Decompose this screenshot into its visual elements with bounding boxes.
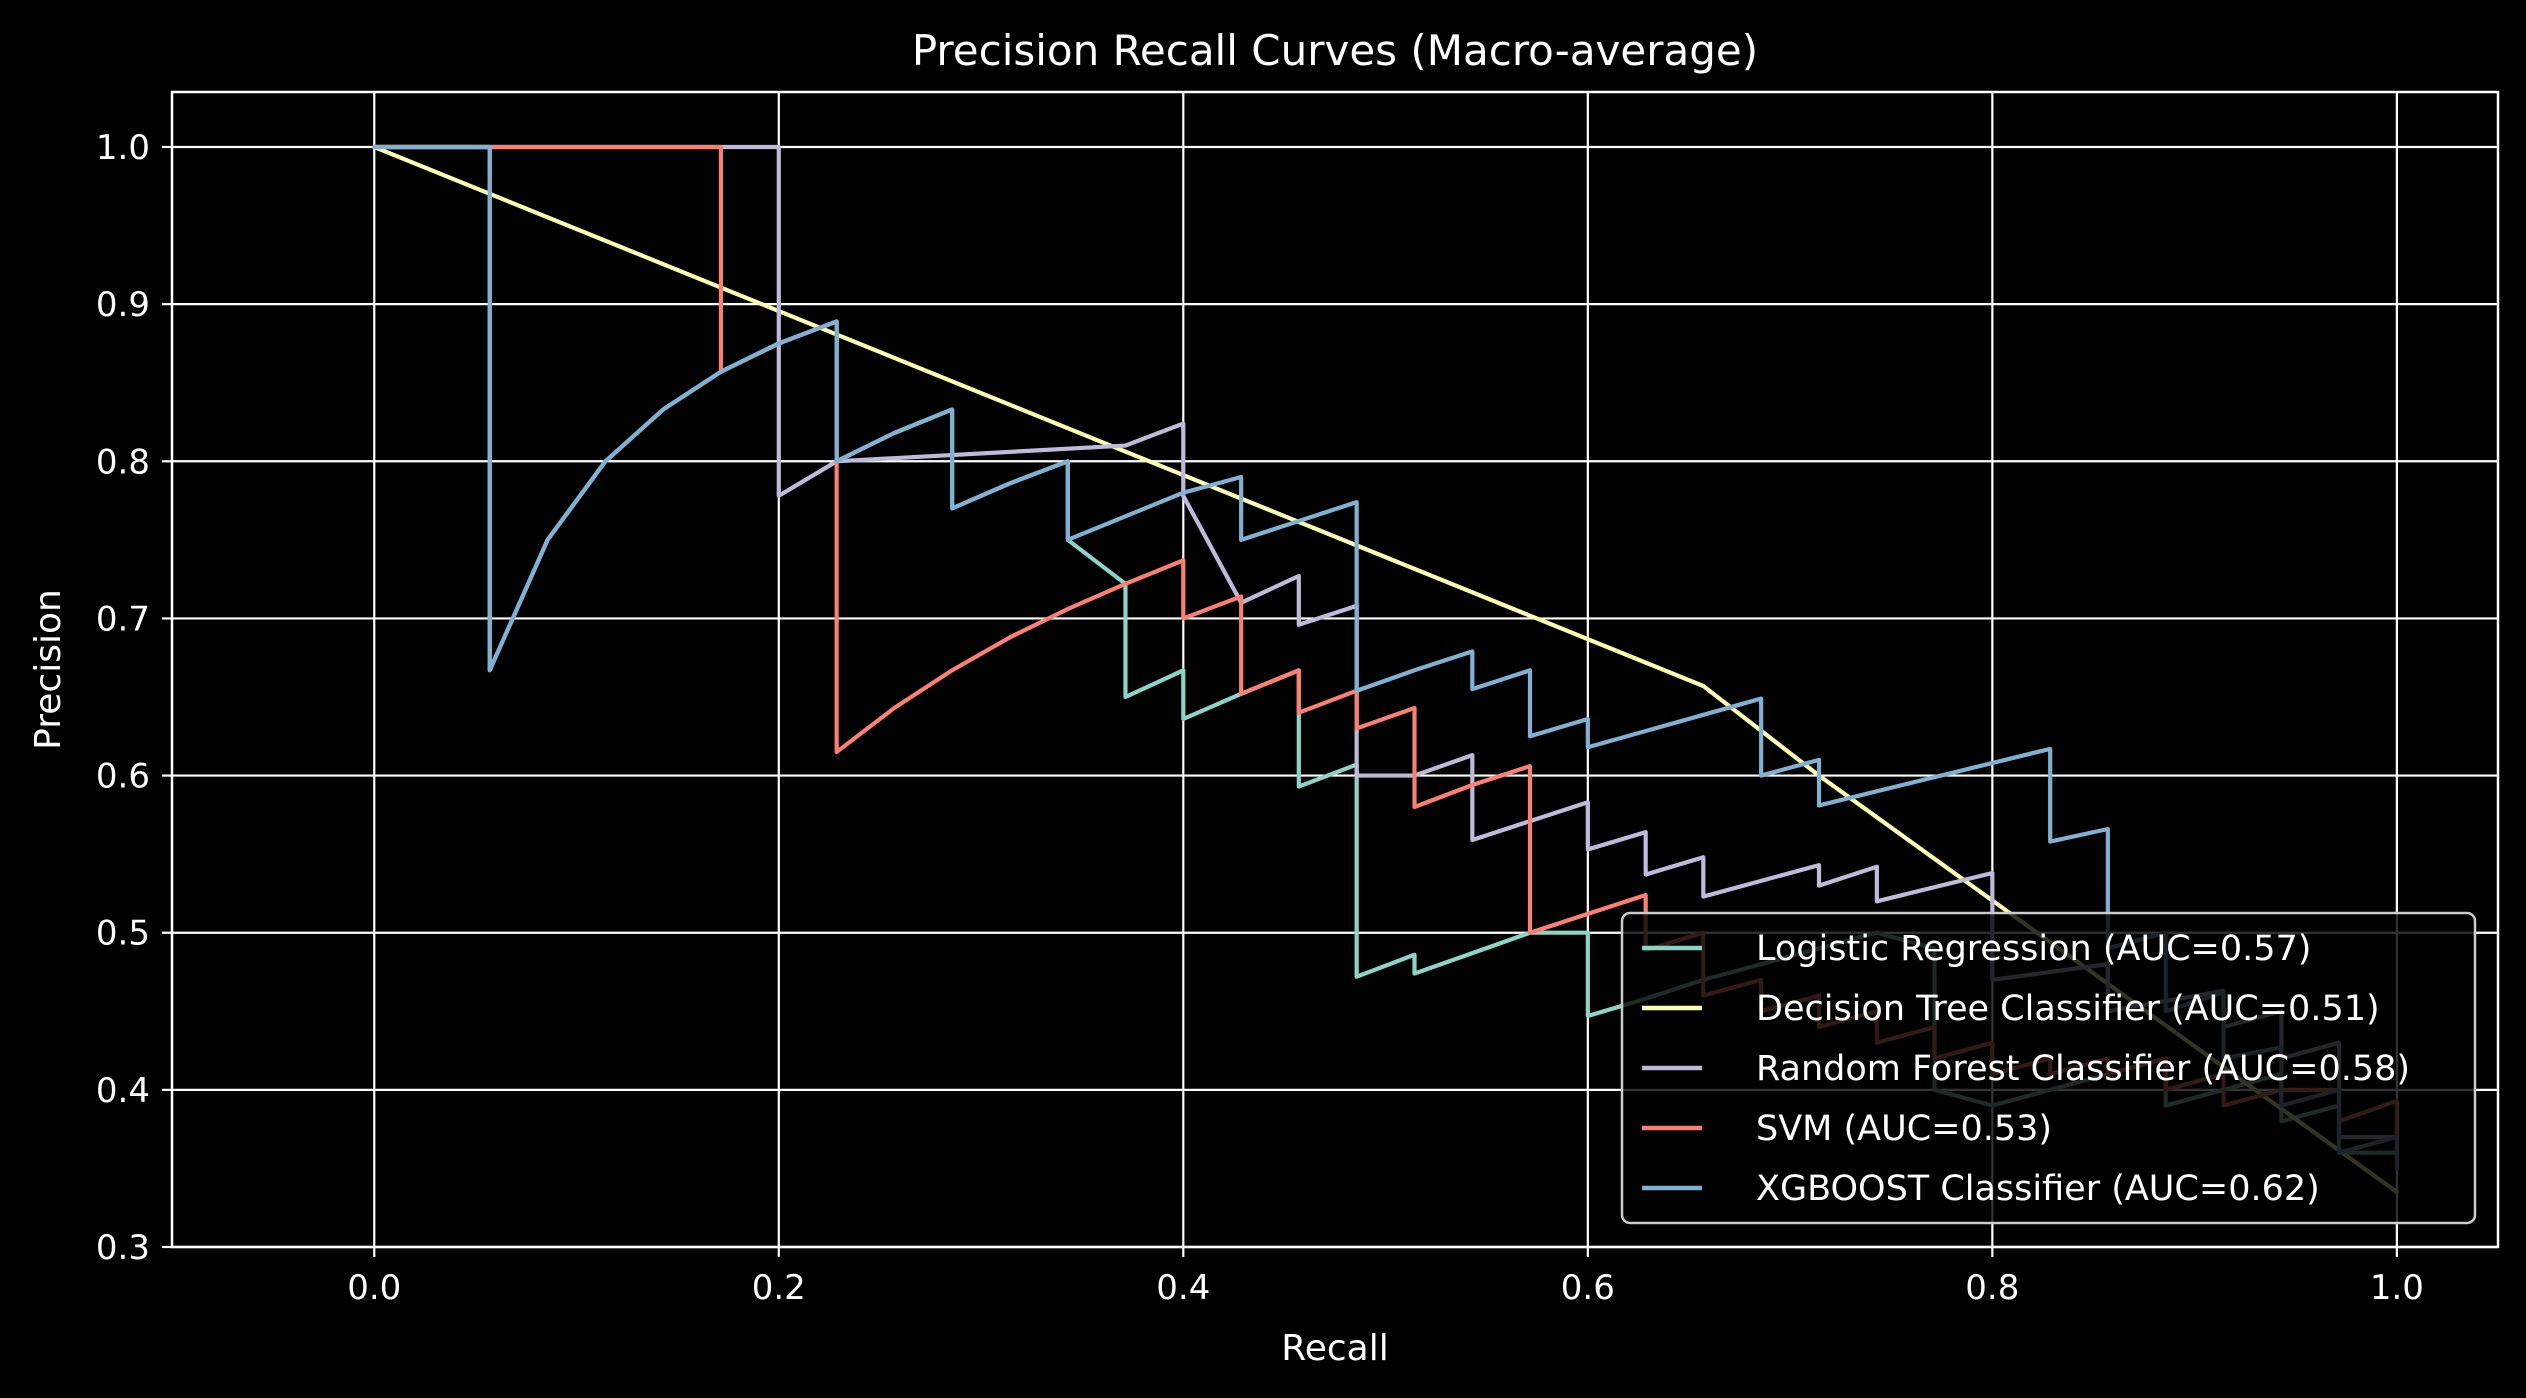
- legend-entry-label: Decision Tree Classifier (AUC=0.51): [1756, 989, 2380, 1029]
- y-tick-label: 0.9: [96, 285, 150, 325]
- y-tick-label: 0.8: [96, 442, 150, 482]
- x-axis-label: Recall: [1281, 1328, 1388, 1369]
- x-tick-label: 0.2: [752, 1268, 806, 1308]
- y-tick-label: 1.0: [96, 128, 150, 168]
- x-tick-label: 0.4: [1156, 1268, 1210, 1308]
- y-axis-label: Precision: [28, 589, 69, 750]
- x-tick-label: 0.6: [1561, 1268, 1615, 1308]
- legend-entry-label: Random Forest Classifier (AUC=0.58): [1756, 1049, 2410, 1089]
- x-tick-label: 1.0: [2370, 1268, 2424, 1308]
- y-tick-label: 0.3: [96, 1228, 150, 1268]
- plot-frame: [170, 90, 2500, 1249]
- y-tick-label: 0.6: [96, 757, 150, 797]
- legend-entry-label: XGBOOST Classifier (AUC=0.62): [1756, 1169, 2320, 1209]
- legend-box: [1620, 911, 2477, 1225]
- x-tick-label: 0.8: [1965, 1268, 2019, 1308]
- legend-entry-label: SVM (AUC=0.53): [1756, 1109, 2052, 1149]
- chart-title: Precision Recall Curves (Macro-average): [912, 26, 1758, 75]
- legend-entry-label: Logistic Regression (AUC=0.57): [1756, 929, 2311, 969]
- y-tick-label: 0.5: [96, 914, 150, 954]
- y-tick-label: 0.4: [96, 1071, 150, 1111]
- legend: Logistic Regression (AUC=0.57) Decision T…: [1620, 911, 2477, 1225]
- y-tick-label: 0.7: [96, 599, 150, 639]
- x-tick-label: 0.0: [347, 1268, 401, 1308]
- axis-ticks: 0.0 0.2 0.4 0.6 0.8 1.0 0.3 0.4 0.5 0.6 0.7 0.8 0.9 1…: [96, 128, 2424, 1308]
